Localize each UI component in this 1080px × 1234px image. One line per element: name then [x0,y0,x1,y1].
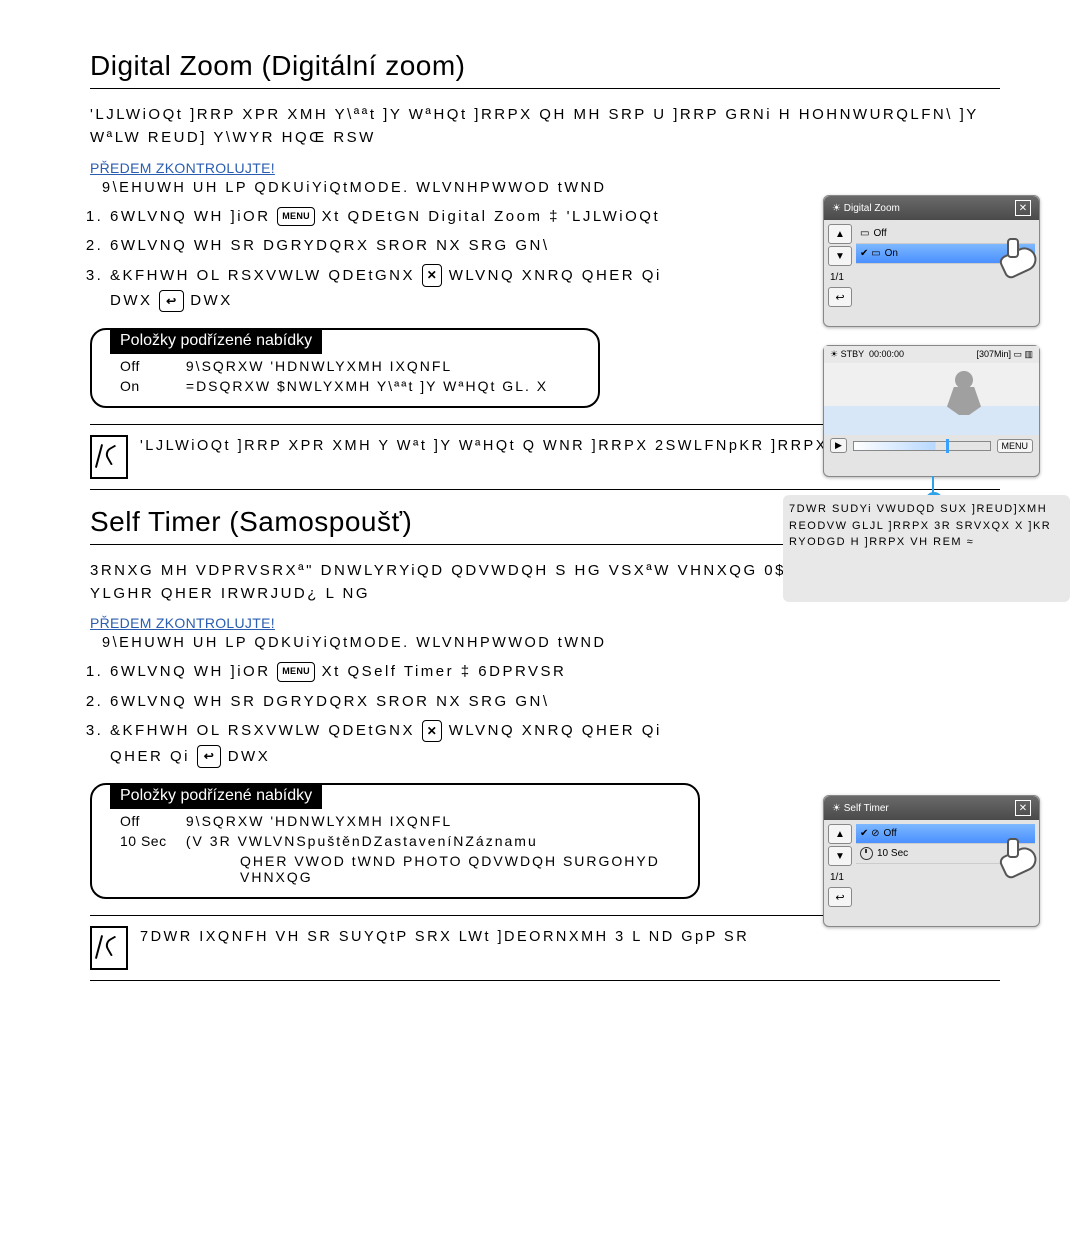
cam-mid [824,363,1039,435]
cam-top: ☀ STBY 00:00:00 [307Min] ▭ ▥ [824,346,1039,363]
s1-off-label: Off [120,358,180,374]
close-icon[interactable]: ✕ [1015,800,1031,816]
skater-silhouette-icon [939,371,989,425]
back-icon[interactable]: ↩ [197,745,221,767]
s1-step1c: Digital Zoom [428,208,542,225]
close-icon[interactable]: ✕ [1015,200,1031,216]
s2-submenu-header: Položky podřízené nabídky [110,783,322,809]
sh1-topbar: ☀ Digital Zoom ✕ [824,196,1039,220]
up-arrow-icon[interactable]: ▲ [828,224,852,244]
back-icon[interactable]: ↩ [828,887,852,907]
s2-step1b: Xt QSelf Timer ‡ 6DPRVSR [322,663,567,680]
s2-off-label: Off [120,813,180,829]
screenshot-digital-zoom-menu: ☀ Digital Zoom ✕ ▲ ▼ ▭Off ✔ ▭On 1/1 ↩ [823,195,1040,327]
menu-chip[interactable]: MENU [277,207,315,226]
sh1-title: Digital Zoom [844,203,900,214]
s2-sec-label: 10 Sec [120,833,180,849]
section1-check: PŘEDEM ZKONTROLUJTE! [90,160,1000,176]
s1-sub-off: Off 9\SQRXW 'HDNWLYXMH IXQNFL [120,358,580,374]
close-icon[interactable]: ✕ [422,720,442,742]
section1-sub: 9\EHUWH UH LP QDKUiYiQtMODE. WLVNHPWWOD … [102,180,1000,196]
back-icon[interactable]: ↩ [159,290,183,312]
menu-button[interactable]: MENU [997,439,1034,453]
down-arrow-icon[interactable]: ▼ [828,846,852,866]
up-arrow-icon[interactable]: ▲ [828,824,852,844]
section2-sub: 9\EHUWH UH LP QDKUiYiQtMODE. WLVNHPWWOD … [102,635,1000,651]
s1-step3b: WLVNQ XNRQ QHER Qi [449,267,662,284]
hand-pointer-icon [995,236,1043,284]
s2-step3c: QHER Qi [110,748,190,765]
screenshot-camera-preview: ☀ STBY 00:00:00 [307Min] ▭ ▥ ▶ MENU [823,345,1040,477]
s2-sub-off: Off 9\SQRXW 'HDNWLYXMH IXQNFL [120,813,680,829]
s1-step1d: ‡ 'LJLWiOQt [549,208,660,225]
s2-step2: 6WLVNQ WH SR DGRYDQRX SROR NX SRG GN\ [110,689,1000,715]
sh4-topbar: ☀ Self Timer ✕ [824,796,1039,820]
s1-step3a: &KFHWH OL RSXVWLW QDEtGNX [110,267,415,284]
note-icon [90,435,128,479]
screenshot-self-timer-menu: ☀ Self Timer ✕ ▲ ▼ ✔ ⊘Off 10 Sec 1/1 ↩ [823,795,1040,927]
section2-steps: 6WLVNQ WH ]iOR MENU Xt QSelf Timer ‡ 6DP… [90,659,1000,769]
close-icon[interactable]: ✕ [422,264,442,286]
s2-sub-10sec-b: QHER VWOD tWND PHOTO QDVWDQH SURGOHYD VH… [240,853,680,885]
s1-submenu-header: Položky podřízené nabídky [110,328,322,354]
note-icon [90,926,128,970]
s2-step3b: WLVNQ XNRQ QHER Qi [449,722,662,739]
cam-bot: ▶ MENU [824,435,1039,456]
menu-chip[interactable]: MENU [277,662,315,681]
s1-step1b: Xt QDEtGN [322,208,422,225]
s1-submenu: Položky podřízené nabídky Off 9\SQRXW 'H… [90,328,600,408]
zoom-tip-box: 7DWR SUDYi VWUDQD SUX ]REUD]XMH REODVW G… [783,495,1070,602]
s2-step3d: DWX [228,748,271,765]
s2-submenu: Položky podřízené nabídky Off 9\SQRXW 'H… [90,783,700,899]
s1-step3d: DWX [190,292,233,309]
hand-pointer-icon [995,836,1043,884]
s2-note-text: 7DWR IXQNFH VH SR SUYQtP SRX LWt ]DEORNX… [140,926,1000,948]
s2-sub-10sec: 10 Sec (V 3R VWLVNSpuštěnDZastaveníNZázn… [120,833,680,849]
s2-step1: 6WLVNQ WH ]iOR MENU Xt QSelf Timer ‡ 6DP… [110,659,1000,685]
s1-step1a: 6WLVNQ WH ]iOR [110,208,271,225]
sh4-title: Self Timer [844,803,889,814]
section1-title: Digital Zoom (Digitální zoom) [90,50,1000,89]
play-icon[interactable]: ▶ [830,438,847,453]
s1-on-label: On [120,378,180,394]
section1-intro: 'LJLWiOQt ]RRP XPR XMH Y\ªªt ]Y WªHQt ]R… [90,103,1000,150]
section2-check: PŘEDEM ZKONTROLUJTE! [90,615,1000,631]
down-arrow-icon[interactable]: ▼ [828,246,852,266]
timer-icon [860,847,873,860]
zoom-bar[interactable] [853,441,991,451]
s1-sub-on: On =DSQRXW $NWLYXMH Y\ªªt ]Y WªHQt GL. X [120,378,580,394]
back-icon[interactable]: ↩ [828,287,852,307]
s2-sec-mid: (V 3R VWLVNSpuštěnDZastaveníNZáznamu [186,833,538,849]
s2-step1a: 6WLVNQ WH ]iOR [110,663,271,680]
s1-off-text: 9\SQRXW 'HDNWLYXMH IXQNFL [186,358,452,374]
s1-step3c: DWX [110,292,153,309]
s1-on-text: =DSQRXW $NWLYXMH Y\ªªt ]Y WªHQt GL. X [186,378,548,394]
s2-step3: &KFHWH OL RSXVWLW QDEtGNX ✕ WLVNQ XNRQ Q… [110,718,1000,769]
s2-step3a: &KFHWH OL RSXVWLW QDEtGNX [110,722,415,739]
s2-off-text: 9\SQRXW 'HDNWLYXMH IXQNFL [186,813,452,829]
